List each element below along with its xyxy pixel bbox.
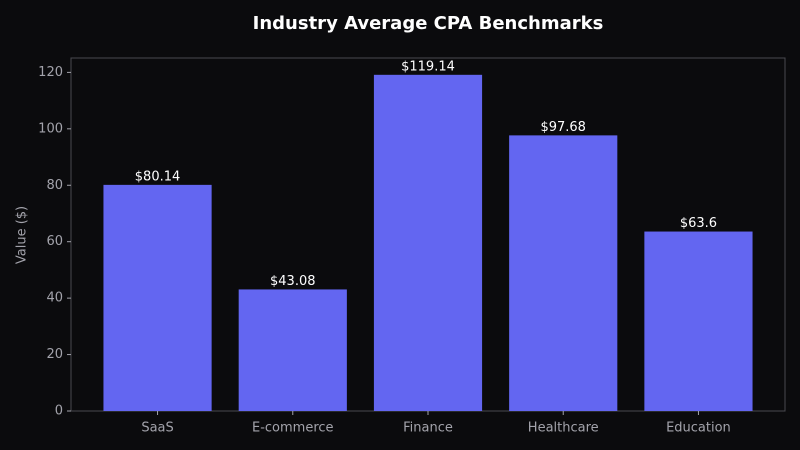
y-tick-label: 40 xyxy=(46,291,63,306)
bar xyxy=(373,74,483,411)
value-label: $80.14 xyxy=(135,169,181,184)
y-tick-label: 120 xyxy=(38,65,63,80)
x-tick-label: Finance xyxy=(403,421,453,436)
x-tick-label: E-commerce xyxy=(252,421,334,436)
value-label: $63.6 xyxy=(680,216,717,231)
x-tick-label: Education xyxy=(666,421,731,436)
bar xyxy=(103,184,212,411)
y-tick-label: 80 xyxy=(46,178,63,193)
x-tick-label: Healthcare xyxy=(528,421,599,436)
bar xyxy=(509,135,618,411)
bar xyxy=(644,231,753,411)
y-tick-label: 0 xyxy=(55,404,63,419)
y-axis-label: Value ($) xyxy=(15,206,30,264)
y-tick-label: 60 xyxy=(46,234,63,249)
value-label: $97.68 xyxy=(540,120,586,135)
bar xyxy=(238,289,347,411)
chart-title: Industry Average CPA Benchmarks xyxy=(253,13,604,34)
y-tick-label: 100 xyxy=(38,121,63,136)
y-tick-label: 20 xyxy=(46,347,63,362)
value-label: $43.08 xyxy=(270,274,316,289)
x-tick-label: SaaS xyxy=(141,421,173,436)
value-label: $119.14 xyxy=(401,59,455,74)
